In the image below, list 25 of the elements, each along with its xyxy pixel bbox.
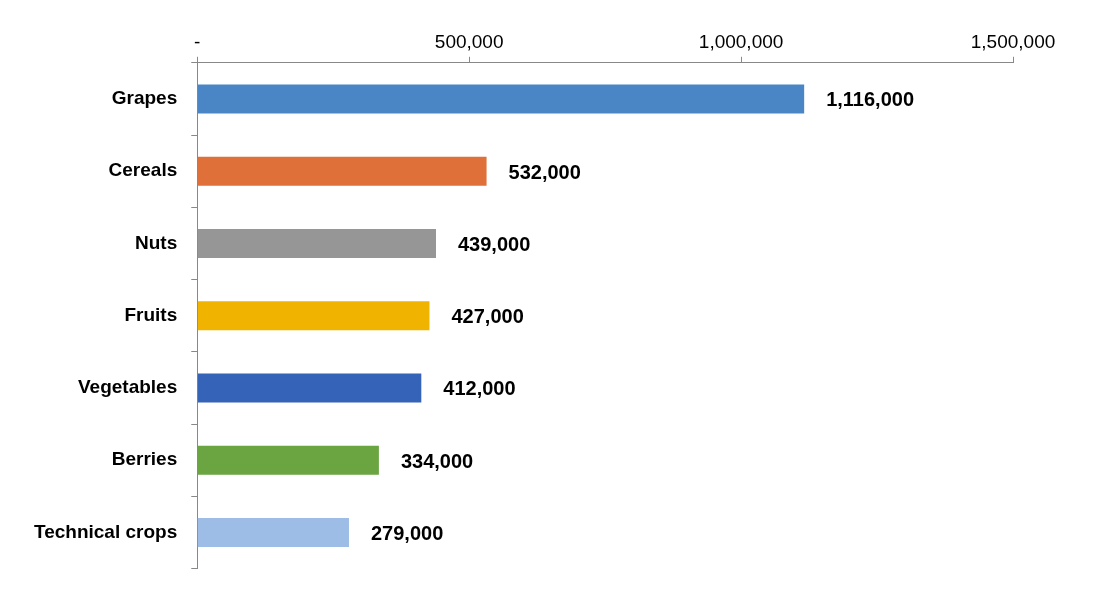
y-tick-label: Cereals xyxy=(108,159,178,181)
y-tick-label: Nuts xyxy=(135,231,178,253)
data-label: 1,116,000 xyxy=(826,88,915,111)
y-tick-label: Fruits xyxy=(124,303,178,325)
bar xyxy=(197,301,430,331)
y-tick-label: Grapes xyxy=(111,87,178,109)
data-label: 439,000 xyxy=(457,232,531,255)
y-tick-label: Technical crops xyxy=(33,520,178,542)
x-tick-label: 500,000 xyxy=(434,30,504,52)
bar xyxy=(197,84,805,114)
x-tick-label: 1,000,000 xyxy=(698,30,784,52)
data-label: 427,000 xyxy=(451,305,524,328)
bar xyxy=(197,373,422,403)
data-label: 532,000 xyxy=(508,160,581,183)
bar xyxy=(197,518,349,547)
y-tick-label: Vegetables xyxy=(77,376,178,398)
bar xyxy=(197,228,436,258)
data-label: 412,000 xyxy=(443,377,516,400)
x-tick-label: 1,500,000 xyxy=(970,30,1056,52)
bar xyxy=(197,156,487,186)
y-tick-label: Berries xyxy=(111,448,178,470)
data-label: 279,000 xyxy=(370,521,444,544)
x-tick-label: - xyxy=(194,30,201,52)
data-label: 334,000 xyxy=(400,449,474,472)
bar xyxy=(197,445,379,475)
